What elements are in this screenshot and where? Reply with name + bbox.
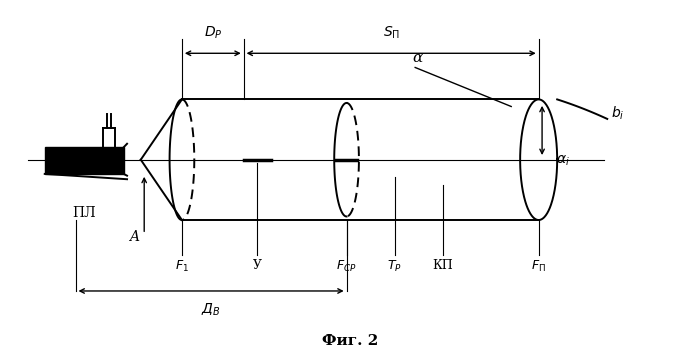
Text: A: A (129, 230, 139, 244)
Text: У: У (253, 259, 262, 272)
Text: $F_{СР}$: $F_{СР}$ (336, 259, 357, 274)
Text: $D_P$: $D_P$ (204, 25, 222, 41)
Text: $F_1$: $F_1$ (175, 259, 189, 274)
Text: α: α (412, 51, 422, 65)
Text: $T_P$: $T_P$ (387, 259, 402, 274)
Text: $b_i$: $b_i$ (610, 104, 624, 122)
Text: $\alpha_i$: $\alpha_i$ (556, 153, 570, 168)
Text: Фиг. 2: Фиг. 2 (322, 334, 378, 348)
Text: $Д_В$: $Д_В$ (202, 302, 220, 318)
Text: $F_{\Pi}$: $F_{\Pi}$ (531, 259, 546, 274)
Text: $S_{\Pi}$: $S_{\Pi}$ (383, 25, 400, 41)
Text: КП: КП (432, 259, 453, 272)
Polygon shape (45, 147, 124, 174)
Text: ПЛ: ПЛ (72, 206, 96, 220)
